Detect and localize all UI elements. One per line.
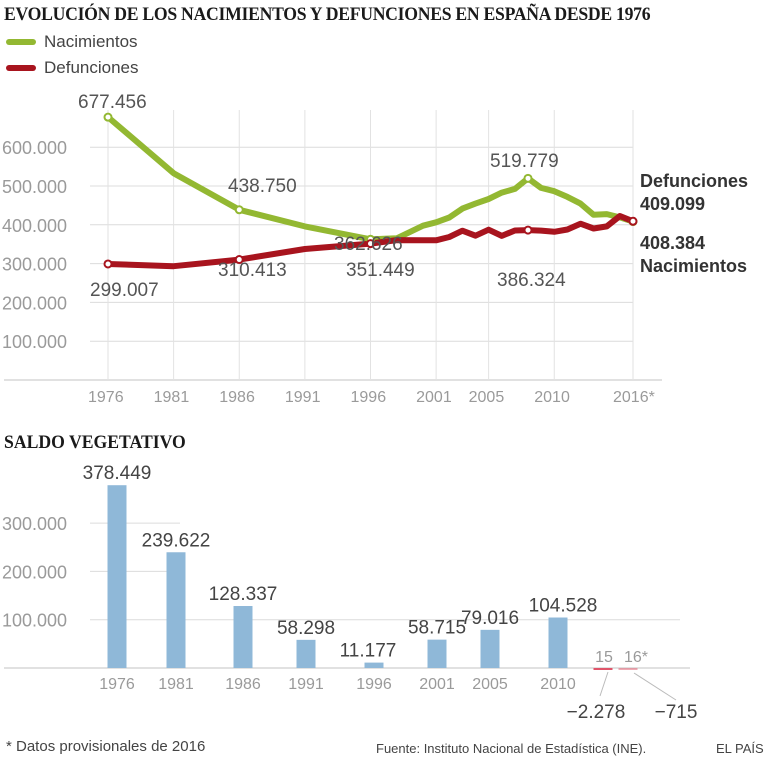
bar-category-label: 16* — [624, 649, 648, 666]
brand-label: EL PAÍS — [716, 741, 764, 756]
bar-y-tick-label: 200.000 — [2, 562, 67, 582]
bar-category-label: 2001 — [419, 676, 455, 693]
bar-category-label: 1991 — [288, 676, 324, 693]
bar-value-label: −715 — [655, 702, 698, 723]
bar-category-label: 2005 — [472, 676, 508, 693]
y-tick-label: 300.000 — [2, 255, 67, 275]
bar-value-label: 104.528 — [529, 596, 598, 617]
end-label-nacimientos-value: 408.384 — [640, 233, 705, 253]
y-tick-label: 200.000 — [2, 293, 67, 313]
bar-category-label: 1981 — [158, 676, 194, 693]
bar-16* — [618, 668, 638, 670]
bar-value-label: 378.449 — [83, 463, 152, 484]
bar-chart-bars — [107, 485, 638, 670]
bar-value-label: 11.177 — [340, 641, 397, 662]
series-line-nacimientos — [105, 114, 636, 243]
legend-item-defunciones: Defunciones — [6, 58, 139, 78]
bar-category-label: 1986 — [225, 676, 261, 693]
x-tick-label: 1996 — [351, 389, 387, 406]
bar-2001 — [427, 639, 447, 668]
bar-category-label: 1976 — [99, 676, 135, 693]
bar-1981 — [166, 552, 186, 668]
data-label-nacimientos: 438.750 — [228, 176, 297, 197]
data-point-marker — [234, 255, 244, 265]
x-tick-label: 2010 — [534, 389, 570, 406]
data-label-defunciones: 299.007 — [90, 280, 159, 301]
bar-chart-grid: 100.000 200.000 300.000 — [2, 514, 690, 669]
line-chart-grid: 100.000 200.000 300.000 400.000 500.000 600.0… — [2, 110, 662, 406]
bar-category-label: 15 — [595, 649, 613, 666]
line-chart-series — [103, 112, 638, 270]
data-point-marker — [366, 239, 375, 249]
x-tick-label: 1991 — [285, 389, 321, 406]
series-line-defunciones — [105, 213, 636, 270]
bar-1991 — [296, 639, 316, 668]
y-tick-label: 100.000 — [2, 332, 67, 352]
data-point-marker — [523, 173, 533, 183]
legend-label-nacimientos: Nacimientos — [44, 32, 138, 51]
bar-value-label: −2.278 — [567, 702, 626, 723]
leader-line — [633, 672, 677, 701]
x-tick-label: 1986 — [219, 389, 255, 406]
bar-2010 — [548, 617, 568, 668]
line-chart-labels: 677.456 438.750 362.626 519.779 299.007 310.4… — [78, 92, 748, 301]
legend-swatch-nacimientos — [6, 39, 36, 45]
data-point-marker — [523, 225, 533, 235]
bar-1986 — [233, 606, 253, 668]
bar-chart-labels: 1976 1981 1986 1991 1996 2001 2005 2010 15 16* 378… — [83, 463, 698, 723]
legend-label-defunciones: Defunciones — [44, 58, 139, 77]
bar-1976 — [107, 485, 127, 668]
y-tick-label: 500.000 — [2, 177, 67, 197]
x-tick-label: 2001 — [416, 389, 452, 406]
bar-y-tick-label: 100.000 — [2, 611, 67, 631]
x-tick-label: 1976 — [88, 389, 124, 406]
x-tick-label: 1981 — [154, 389, 190, 406]
end-label-defunciones-value: 409.099 — [640, 194, 705, 214]
data-point-marker — [628, 216, 638, 226]
bar-1996 — [364, 662, 384, 668]
data-label-defunciones: 351.449 — [346, 260, 415, 281]
end-label-nacimientos-name: Nacimientos — [640, 256, 747, 276]
bar-category-label: 1996 — [356, 676, 392, 693]
legend-swatch-defunciones — [6, 65, 36, 71]
y-tick-label: 400.000 — [2, 216, 67, 236]
data-label-nacimientos: 677.456 — [78, 92, 147, 113]
bar-value-label: 58.298 — [277, 618, 335, 639]
chart-title: EVOLUCIÓN DE LOS NACIMIENTOS Y DEFUNCION… — [4, 4, 651, 25]
bar-15 — [593, 668, 613, 670]
bar-chart-title: SALDO VEGETATIVO — [4, 432, 186, 453]
data-label-nacimientos: 362.626 — [334, 234, 403, 255]
leader-line — [599, 671, 609, 697]
legend-item-nacimientos: Nacimientos — [6, 32, 138, 52]
source-note: Fuente: Instituto Nacional de Estadístic… — [376, 741, 647, 756]
bar-2005 — [480, 629, 500, 668]
data-label-nacimientos: 519.779 — [490, 151, 559, 172]
bar-value-label: 58.715 — [408, 618, 466, 639]
bar-y-tick-label: 300.000 — [2, 514, 67, 534]
data-point-marker — [103, 259, 113, 269]
y-tick-label: 600.000 — [2, 138, 67, 158]
end-label-defunciones-name: Defunciones — [640, 171, 748, 191]
bar-value-label: 128.337 — [209, 584, 278, 605]
data-point-marker — [234, 205, 244, 215]
bar-value-label: 79.016 — [461, 608, 519, 629]
data-label-defunciones: 310.413 — [218, 260, 287, 281]
bar-value-label: 239.622 — [142, 530, 211, 551]
x-tick-label: 2005 — [469, 389, 505, 406]
data-point-marker — [103, 112, 113, 122]
x-tick-label: 2016* — [613, 389, 655, 406]
bar-category-label: 2010 — [540, 676, 576, 693]
footnote: * Datos provisionales de 2016 — [6, 738, 206, 755]
data-label-defunciones: 386.324 — [497, 270, 566, 291]
